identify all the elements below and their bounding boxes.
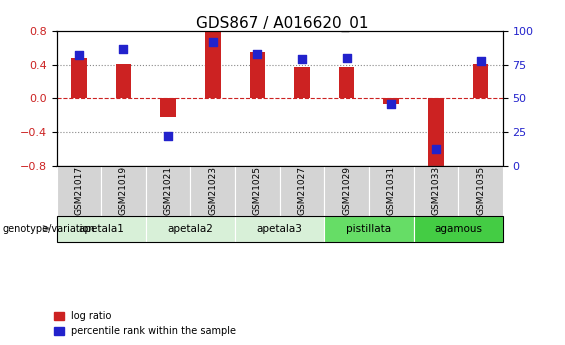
Text: GSM21025: GSM21025	[253, 166, 262, 215]
Text: GSM21031: GSM21031	[387, 166, 396, 215]
Point	[387, 101, 396, 107]
Text: GSM21029: GSM21029	[342, 166, 351, 215]
Bar	[250, 52, 265, 98]
Point	[74, 52, 84, 58]
Bar	[384, 98, 399, 104]
Bar	[205, 31, 220, 98]
Text: agamous: agamous	[434, 224, 482, 234]
Point	[342, 55, 351, 61]
Bar	[71, 58, 86, 98]
Legend: log ratio, percentile rank within the sample: log ratio, percentile rank within the sa…	[50, 307, 240, 340]
Text: apetala2: apetala2	[167, 224, 214, 234]
Point	[164, 133, 173, 139]
Text: pistillata: pistillata	[346, 224, 392, 234]
Text: GSM21033: GSM21033	[432, 166, 440, 215]
Text: GSM21023: GSM21023	[208, 166, 217, 215]
Point	[253, 51, 262, 57]
Bar	[339, 67, 354, 98]
Point	[476, 58, 485, 63]
Text: genotype/variation: genotype/variation	[3, 224, 95, 234]
Bar	[116, 64, 131, 98]
Text: GSM21035: GSM21035	[476, 166, 485, 215]
Point	[119, 46, 128, 51]
Text: GSM21027: GSM21027	[298, 166, 306, 215]
Text: GSM21021: GSM21021	[164, 166, 172, 215]
Bar	[160, 98, 176, 117]
Bar	[294, 67, 310, 98]
Text: GSM21019: GSM21019	[119, 166, 128, 215]
Point	[432, 147, 441, 152]
Text: GSM21017: GSM21017	[75, 166, 83, 215]
Text: apetala1: apetala1	[78, 224, 124, 234]
Bar	[473, 64, 488, 98]
Point	[208, 39, 218, 45]
Text: apetala3: apetala3	[257, 224, 303, 234]
Bar	[428, 98, 444, 169]
Point	[297, 57, 306, 62]
Text: GDS867 / A016620_01: GDS867 / A016620_01	[196, 16, 369, 32]
